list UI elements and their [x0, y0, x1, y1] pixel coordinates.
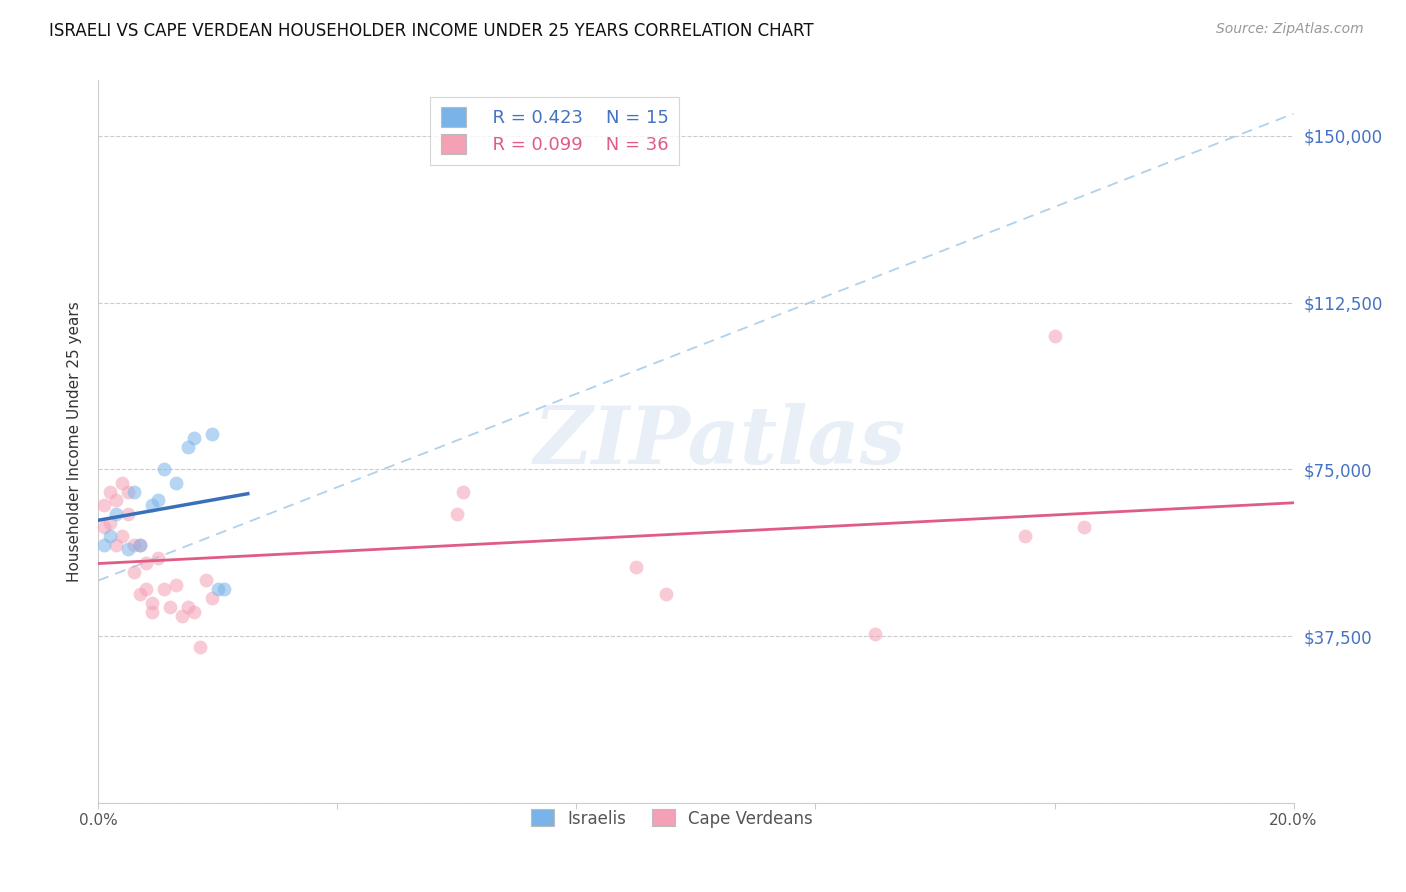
Point	[183, 431, 205, 445]
Point	[865, 627, 887, 641]
Point	[207, 582, 229, 597]
Point	[111, 529, 134, 543]
Point	[212, 582, 235, 597]
Point	[141, 498, 163, 512]
Point	[177, 600, 200, 615]
Point	[98, 529, 122, 543]
Point	[105, 493, 128, 508]
Point	[98, 484, 122, 499]
Point	[105, 538, 128, 552]
Point	[1043, 329, 1066, 343]
Point	[1014, 529, 1036, 543]
Point	[188, 640, 211, 655]
Point	[135, 582, 157, 597]
Point	[117, 542, 139, 557]
Point	[165, 578, 187, 592]
Point	[655, 587, 678, 601]
Point	[183, 605, 205, 619]
Point	[135, 556, 157, 570]
Point	[1073, 520, 1095, 534]
Point	[129, 538, 152, 552]
Point	[117, 484, 139, 499]
Point	[124, 538, 146, 552]
Point	[141, 605, 163, 619]
Point	[105, 507, 128, 521]
Point	[451, 484, 474, 499]
Point	[141, 596, 163, 610]
Text: ISRAELI VS CAPE VERDEAN HOUSEHOLDER INCOME UNDER 25 YEARS CORRELATION CHART: ISRAELI VS CAPE VERDEAN HOUSEHOLDER INCO…	[49, 22, 814, 40]
Text: Source: ZipAtlas.com: Source: ZipAtlas.com	[1216, 22, 1364, 37]
Point	[93, 498, 115, 512]
Point	[201, 426, 224, 441]
Point	[165, 475, 187, 490]
Y-axis label: Householder Income Under 25 years: Householder Income Under 25 years	[67, 301, 83, 582]
Point	[117, 507, 139, 521]
Legend: Israelis, Cape Verdeans: Israelis, Cape Verdeans	[524, 803, 820, 834]
Point	[148, 551, 170, 566]
Point	[626, 560, 648, 574]
Point	[124, 565, 146, 579]
Point	[93, 520, 115, 534]
Point	[446, 507, 468, 521]
Point	[172, 609, 194, 624]
Point	[129, 587, 152, 601]
Point	[111, 475, 134, 490]
Point	[93, 538, 115, 552]
Text: ZIPatlas: ZIPatlas	[534, 403, 905, 480]
Point	[153, 582, 176, 597]
Point	[98, 516, 122, 530]
Point	[195, 574, 218, 588]
Point	[129, 538, 152, 552]
Point	[124, 484, 146, 499]
Point	[201, 591, 224, 606]
Point	[159, 600, 181, 615]
Point	[148, 493, 170, 508]
Point	[153, 462, 176, 476]
Point	[177, 440, 200, 454]
